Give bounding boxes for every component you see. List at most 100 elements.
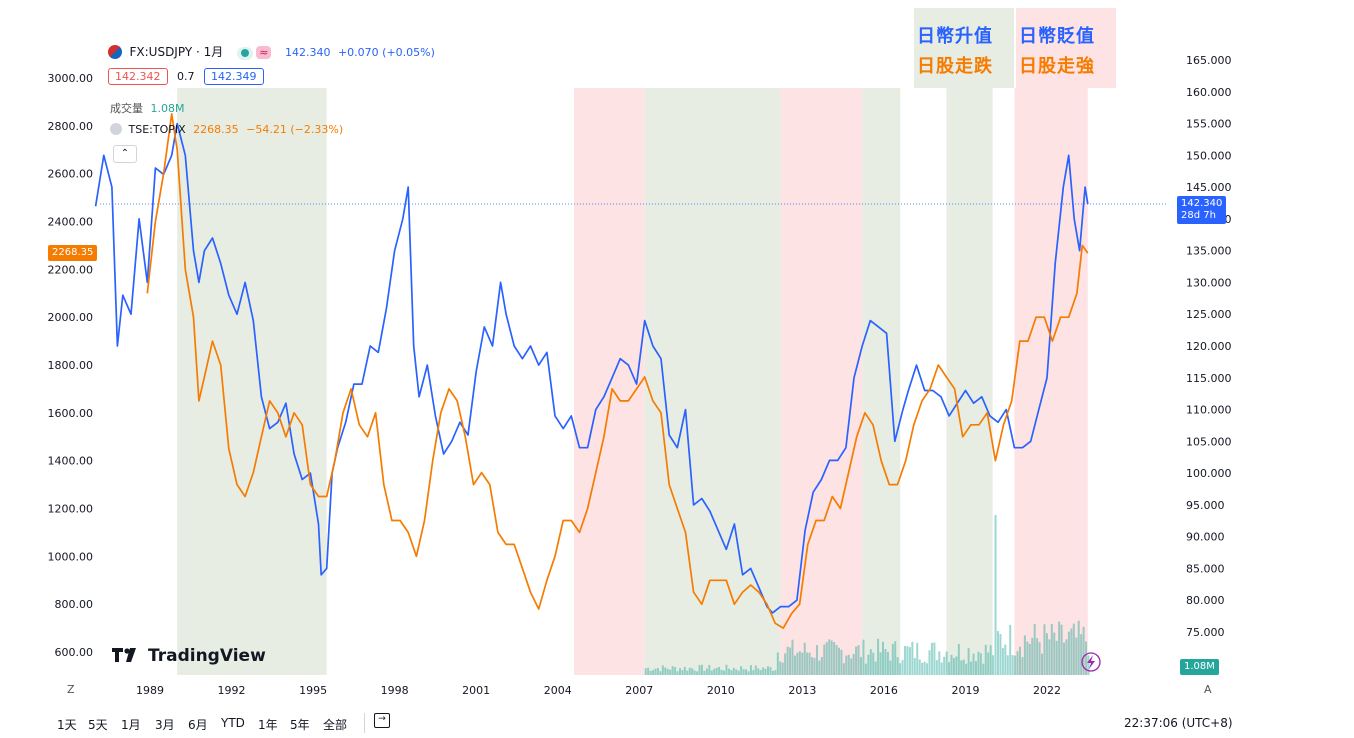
left-price-axis[interactable]: 3000.00 2800.00 2600.00 2400.00 2200.00 2000.… xyxy=(48,72,94,659)
volume-bar xyxy=(725,664,728,675)
timeframe-ytd[interactable]: YTD xyxy=(221,716,245,730)
status-dot-icon[interactable] xyxy=(236,47,253,60)
annotation-yen-down: 日幣貶值 xyxy=(1019,26,1095,47)
volume-bar xyxy=(825,642,828,675)
volume-bar xyxy=(933,642,936,675)
replay-icon[interactable]: ≈ xyxy=(256,46,272,59)
volume-bar xyxy=(776,652,779,675)
volume-bar xyxy=(1011,655,1014,675)
legend-volume-row: 成交量 1.08M xyxy=(110,100,184,116)
volume-bar xyxy=(803,642,806,675)
volume-bar xyxy=(666,668,669,675)
bid-box[interactable]: 142.342 xyxy=(108,68,168,85)
volume-bar xyxy=(732,667,735,675)
symbol-label[interactable]: FX:USDJPY · 1月 xyxy=(129,45,224,59)
volume-bar xyxy=(1080,634,1083,675)
timeframe-1y[interactable]: 1年 xyxy=(258,718,278,732)
volume-bar xyxy=(823,644,826,675)
volume-bar xyxy=(1016,651,1019,675)
volume-bar xyxy=(683,666,686,675)
volume-bar xyxy=(754,665,757,675)
volume-bar xyxy=(948,662,951,675)
timeframe-3m[interactable]: 3月 xyxy=(155,718,175,732)
axis-corner-right[interactable]: A xyxy=(1204,683,1212,696)
tv-logo-icon xyxy=(112,648,123,662)
shaded-period-0 xyxy=(177,88,327,675)
volume-label: 成交量 xyxy=(110,102,143,115)
volume-bar xyxy=(869,649,872,675)
right-price-axis[interactable]: 165.000160.000155.000150.000145.000140.0… xyxy=(1186,54,1232,639)
left-tick-label: 1600.00 xyxy=(48,407,94,420)
time-axis[interactable]: 1989 1992 1995 1998 2001 2004 2007 2010 2013 2016… xyxy=(136,684,1061,697)
volume-bar xyxy=(935,660,938,675)
volume-bar xyxy=(1009,624,1012,675)
ask-box[interactable]: 142.349 xyxy=(204,68,264,85)
volume-bar xyxy=(908,647,911,675)
volume-bar xyxy=(820,656,823,675)
volume-bar xyxy=(1085,641,1088,675)
volume-bar xyxy=(996,631,999,675)
date-range-icon[interactable]: → xyxy=(374,713,390,728)
volume-bar xyxy=(857,645,860,675)
annotation-bg-green xyxy=(914,8,1014,88)
volume-bar xyxy=(656,668,659,675)
volume-bar xyxy=(784,653,787,675)
volume-bar xyxy=(1077,620,1080,675)
x-tick-label: 2013 xyxy=(788,684,816,697)
volume-bar xyxy=(764,668,767,675)
x-tick-label: 2016 xyxy=(870,684,898,697)
volume-bar xyxy=(791,639,794,675)
volume-bar xyxy=(977,651,980,675)
volume-bar xyxy=(901,659,904,675)
volume-bar xyxy=(1053,632,1056,675)
timeframe-6m[interactable]: 6月 xyxy=(188,718,208,732)
volume-bar xyxy=(727,668,730,675)
volume-bar xyxy=(979,653,982,675)
volume-bar xyxy=(806,652,809,675)
clock-readout[interactable]: 22:37:06 (UTC+8) xyxy=(1124,716,1233,730)
volume-bar xyxy=(911,641,914,675)
right-tick-label: 115.000 xyxy=(1186,372,1232,385)
right-tick-label: 120.000 xyxy=(1186,340,1232,353)
flash-icon[interactable] xyxy=(1081,652,1101,672)
series-lines xyxy=(94,113,1089,629)
volume-bar xyxy=(647,667,650,675)
x-tick-label: 1992 xyxy=(218,684,246,697)
x-tick-label: 2022 xyxy=(1033,684,1061,697)
right-tick-label: 135.000 xyxy=(1186,245,1232,258)
volume-bar xyxy=(1006,655,1009,675)
topix-line xyxy=(146,113,1089,629)
tradingview-logo[interactable]: TradingView xyxy=(112,646,266,666)
axis-corner-left[interactable]: Z xyxy=(67,683,75,696)
volume-bar xyxy=(847,654,850,675)
timeframe-1m[interactable]: 1月 xyxy=(121,718,141,732)
volume-bar xyxy=(850,658,853,675)
collapse-legend-button[interactable]: ⌃ xyxy=(113,145,137,163)
usdjpy-price-badge: 142.340 28d 7h xyxy=(1177,196,1227,224)
volume-bar xyxy=(762,667,765,675)
right-tick-label: 125.000 xyxy=(1186,308,1232,321)
shaded-period-4 xyxy=(862,88,901,675)
volume-bar xyxy=(737,670,740,675)
volume-bar xyxy=(904,645,907,675)
volume-bar xyxy=(972,653,975,675)
right-tick-label: 145.000 xyxy=(1186,181,1232,194)
volume-bar xyxy=(852,653,855,675)
volume-bar xyxy=(688,667,691,675)
volume-bar xyxy=(992,655,995,675)
legend-quote-row: 142.342 0.7 142.349 xyxy=(108,68,264,85)
topix-price-badge: 2268.35 xyxy=(48,245,98,261)
timeframe-5y[interactable]: 5年 xyxy=(290,718,310,732)
timeframe-all[interactable]: 全部 xyxy=(323,718,348,732)
volume-bar xyxy=(749,665,752,675)
timeframe-5d[interactable]: 5天 xyxy=(88,718,108,732)
volume-bar xyxy=(720,669,723,675)
left-tick-label: 2000.00 xyxy=(48,311,94,324)
timeframe-1d[interactable]: 1天 xyxy=(57,718,77,732)
usdjpy-badge-price: 142.340 xyxy=(1181,198,1223,209)
right-tick-label: 85.000 xyxy=(1186,562,1225,575)
volume-bar xyxy=(938,651,941,675)
left-tick-label: 3000.00 xyxy=(48,72,94,85)
compare-symbol[interactable]: TSE:TOPIX xyxy=(128,123,186,136)
